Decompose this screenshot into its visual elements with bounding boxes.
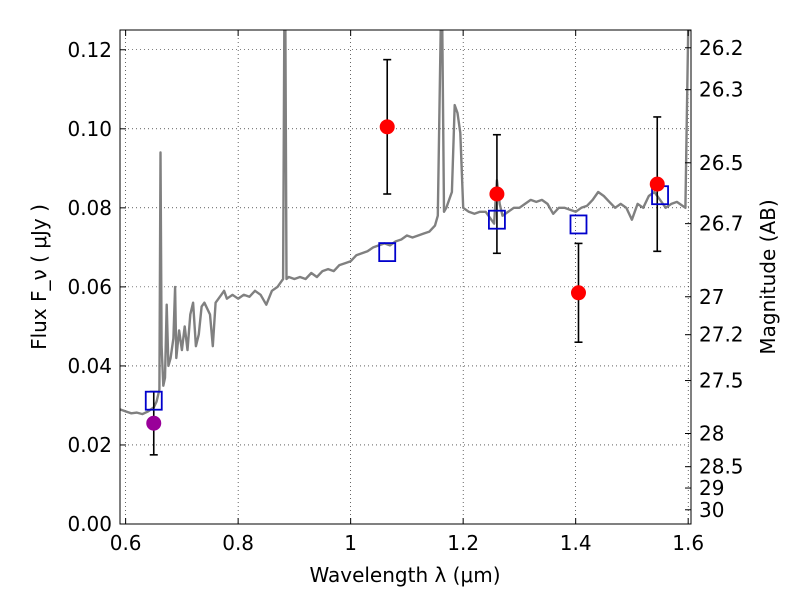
right-tick-label: 26.2 bbox=[699, 36, 744, 60]
plot-frame bbox=[119, 29, 692, 525]
plot-area bbox=[120, 30, 691, 456]
x-tick-label: 0.8 bbox=[222, 531, 254, 555]
x-tick-label: 0.6 bbox=[110, 531, 142, 555]
y-tick-label: 0.08 bbox=[67, 196, 112, 220]
right-tick-label: 26.3 bbox=[699, 78, 744, 102]
right-tick-label: 28 bbox=[699, 421, 724, 445]
y-tick-label: 0.00 bbox=[67, 512, 112, 536]
y-tick-label: 0.06 bbox=[67, 275, 112, 299]
x-tick-label: 1.4 bbox=[560, 531, 592, 555]
y-tick-label: 0.04 bbox=[67, 354, 112, 378]
observed-point bbox=[379, 119, 395, 135]
x-axis: 0.6 0.8 1 1.2 1.4 1.6 bbox=[110, 30, 704, 555]
y-axis-title-right-text: Magnitude (AB) bbox=[756, 199, 780, 354]
right-tick-label: 27.5 bbox=[699, 369, 744, 393]
y-axis-title-left: Flux F_ν ( μJy ) bbox=[27, 204, 51, 350]
right-tick-label: 30 bbox=[699, 498, 724, 522]
x-axis-title: Wavelength λ (μm) bbox=[309, 563, 500, 587]
right-tick-label: 26.5 bbox=[699, 151, 744, 175]
y-tick-label: 0.12 bbox=[67, 38, 112, 62]
x-tick-label: 1 bbox=[344, 531, 357, 555]
model-square bbox=[569, 214, 588, 235]
y-axis-left: 0.00 0.02 0.04 0.06 0.08 0.10 0.12 bbox=[67, 38, 126, 536]
y-axis-title-left-text: Flux F_ν ( μJy ) bbox=[27, 204, 51, 350]
model-square bbox=[488, 209, 506, 230]
grid bbox=[120, 30, 691, 525]
right-tick-label: 29 bbox=[699, 476, 724, 500]
model-square bbox=[378, 242, 397, 263]
y-tick-label: 0.02 bbox=[67, 433, 112, 457]
x-tick-label: 1.6 bbox=[672, 531, 704, 555]
observed-point bbox=[570, 285, 586, 301]
model-square bbox=[144, 390, 163, 411]
observed-point bbox=[649, 176, 665, 192]
observed-point bbox=[489, 186, 505, 202]
spectrum-line bbox=[120, 30, 691, 416]
observed-point bbox=[146, 415, 162, 431]
right-tick-label: 26.7 bbox=[699, 212, 744, 236]
right-tick-label: 27 bbox=[699, 285, 724, 309]
x-tick-label: 1.2 bbox=[447, 531, 479, 555]
y-axis-title-right: Magnitude (AB) bbox=[756, 199, 780, 354]
right-tick-label: 27.2 bbox=[699, 323, 744, 347]
right-tick-label: 28.5 bbox=[699, 455, 744, 479]
y-tick-label: 0.10 bbox=[67, 117, 112, 141]
